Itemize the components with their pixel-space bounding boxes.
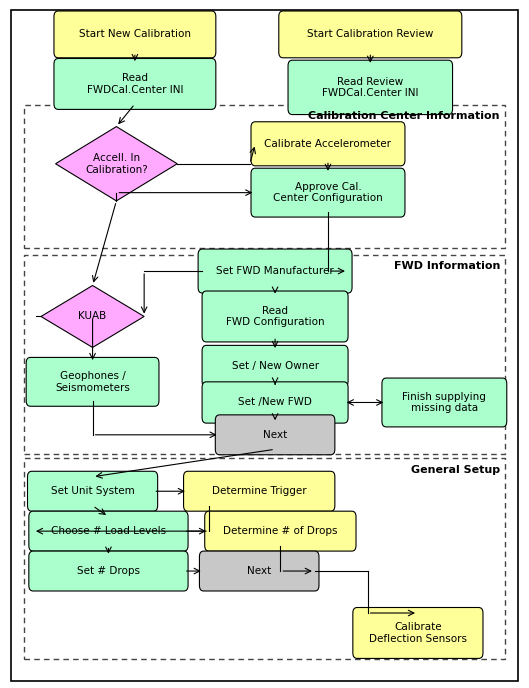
Text: Read Review
FWDCal.Center INI: Read Review FWDCal.Center INI bbox=[322, 76, 418, 98]
FancyBboxPatch shape bbox=[26, 358, 159, 406]
Text: Set Unit System: Set Unit System bbox=[51, 486, 134, 496]
FancyBboxPatch shape bbox=[198, 249, 352, 293]
FancyBboxPatch shape bbox=[353, 608, 483, 658]
Text: Calibration Center Information: Calibration Center Information bbox=[308, 111, 500, 122]
FancyBboxPatch shape bbox=[28, 471, 158, 511]
Text: KUAB: KUAB bbox=[78, 312, 107, 321]
FancyBboxPatch shape bbox=[202, 291, 348, 342]
Text: FWD Information: FWD Information bbox=[394, 261, 500, 272]
Bar bbox=[24, 458, 505, 659]
Text: Calibrate Accelerometer: Calibrate Accelerometer bbox=[264, 139, 391, 149]
Text: Approve Cal.
Center Configuration: Approve Cal. Center Configuration bbox=[273, 182, 383, 204]
Text: Calibrate
Deflection Sensors: Calibrate Deflection Sensors bbox=[369, 622, 467, 644]
Text: Geophones /
Seismometers: Geophones / Seismometers bbox=[55, 371, 130, 393]
Bar bbox=[24, 105, 505, 248]
FancyBboxPatch shape bbox=[29, 551, 188, 591]
Text: Next: Next bbox=[247, 566, 271, 576]
FancyBboxPatch shape bbox=[184, 471, 335, 511]
Polygon shape bbox=[56, 127, 177, 201]
Text: Read
FWD Configuration: Read FWD Configuration bbox=[226, 305, 324, 327]
FancyBboxPatch shape bbox=[205, 511, 356, 551]
FancyBboxPatch shape bbox=[29, 511, 188, 551]
FancyBboxPatch shape bbox=[199, 551, 319, 591]
FancyBboxPatch shape bbox=[279, 11, 462, 58]
Text: Read
FWDCal.Center INI: Read FWDCal.Center INI bbox=[87, 73, 183, 95]
Text: Determine # of Drops: Determine # of Drops bbox=[223, 526, 338, 536]
FancyBboxPatch shape bbox=[382, 378, 507, 427]
Bar bbox=[24, 255, 505, 454]
FancyBboxPatch shape bbox=[54, 58, 216, 109]
Text: Start Calibration Review: Start Calibration Review bbox=[307, 30, 433, 39]
Text: Accell. In
Calibration?: Accell. In Calibration? bbox=[85, 153, 148, 175]
Polygon shape bbox=[41, 286, 144, 347]
Text: Choose # Load Levels: Choose # Load Levels bbox=[51, 526, 166, 536]
Text: Next: Next bbox=[263, 430, 287, 440]
FancyBboxPatch shape bbox=[202, 345, 348, 387]
Text: Set # Drops: Set # Drops bbox=[77, 566, 140, 576]
FancyBboxPatch shape bbox=[202, 382, 348, 423]
Text: General Setup: General Setup bbox=[411, 465, 500, 475]
Text: Start New Calibration: Start New Calibration bbox=[79, 30, 191, 39]
FancyBboxPatch shape bbox=[288, 61, 452, 115]
FancyBboxPatch shape bbox=[251, 122, 405, 166]
Text: Finish supplying
missing data: Finish supplying missing data bbox=[403, 391, 486, 413]
Text: Set /New FWD: Set /New FWD bbox=[238, 398, 312, 407]
FancyBboxPatch shape bbox=[251, 169, 405, 217]
Text: Set FWD Manufacturer: Set FWD Manufacturer bbox=[216, 266, 334, 276]
Text: Set / New Owner: Set / New Owner bbox=[232, 361, 318, 371]
FancyBboxPatch shape bbox=[54, 11, 216, 58]
FancyBboxPatch shape bbox=[215, 415, 335, 455]
Text: Determine Trigger: Determine Trigger bbox=[212, 486, 306, 496]
